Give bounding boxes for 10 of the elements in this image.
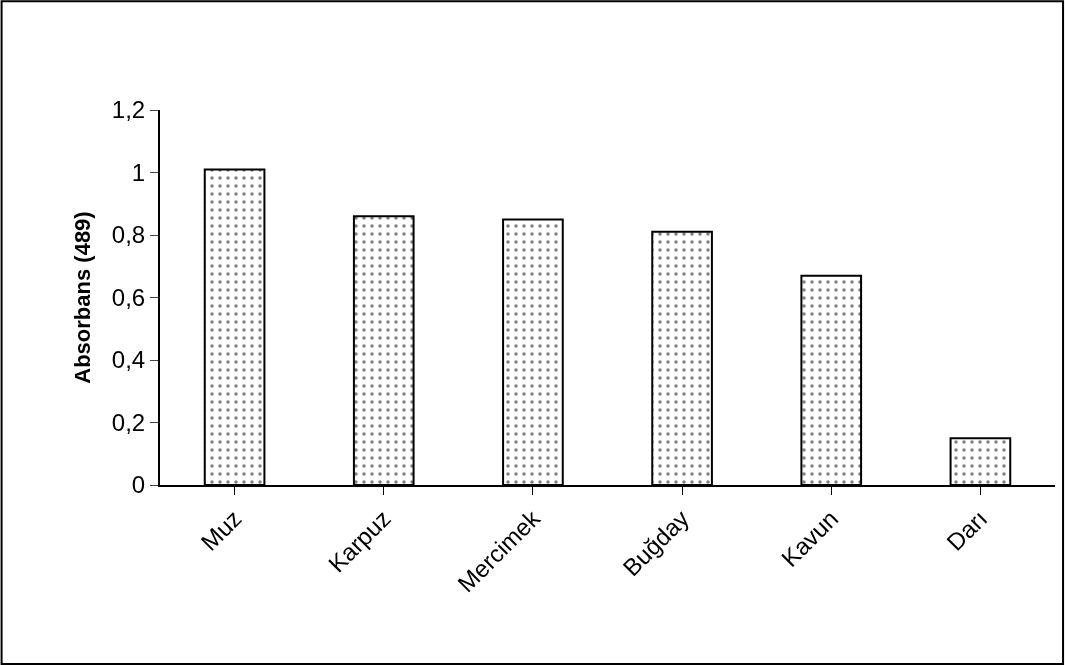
y-axis-title: Absorbans (489) bbox=[70, 211, 96, 384]
x-tick-label: Muz bbox=[195, 504, 247, 556]
y-tick-label: 0,8 bbox=[111, 221, 146, 249]
y-tick-label: 0 bbox=[131, 471, 146, 499]
y-tick-label: 1 bbox=[131, 158, 146, 186]
y-tick-label: 0,6 bbox=[111, 283, 146, 311]
y-tick-label: 0,2 bbox=[111, 408, 146, 436]
x-tick-label: Darı bbox=[941, 504, 993, 556]
y-tick-label: 0,4 bbox=[111, 346, 146, 374]
y-tick-label: 1,2 bbox=[111, 96, 146, 124]
